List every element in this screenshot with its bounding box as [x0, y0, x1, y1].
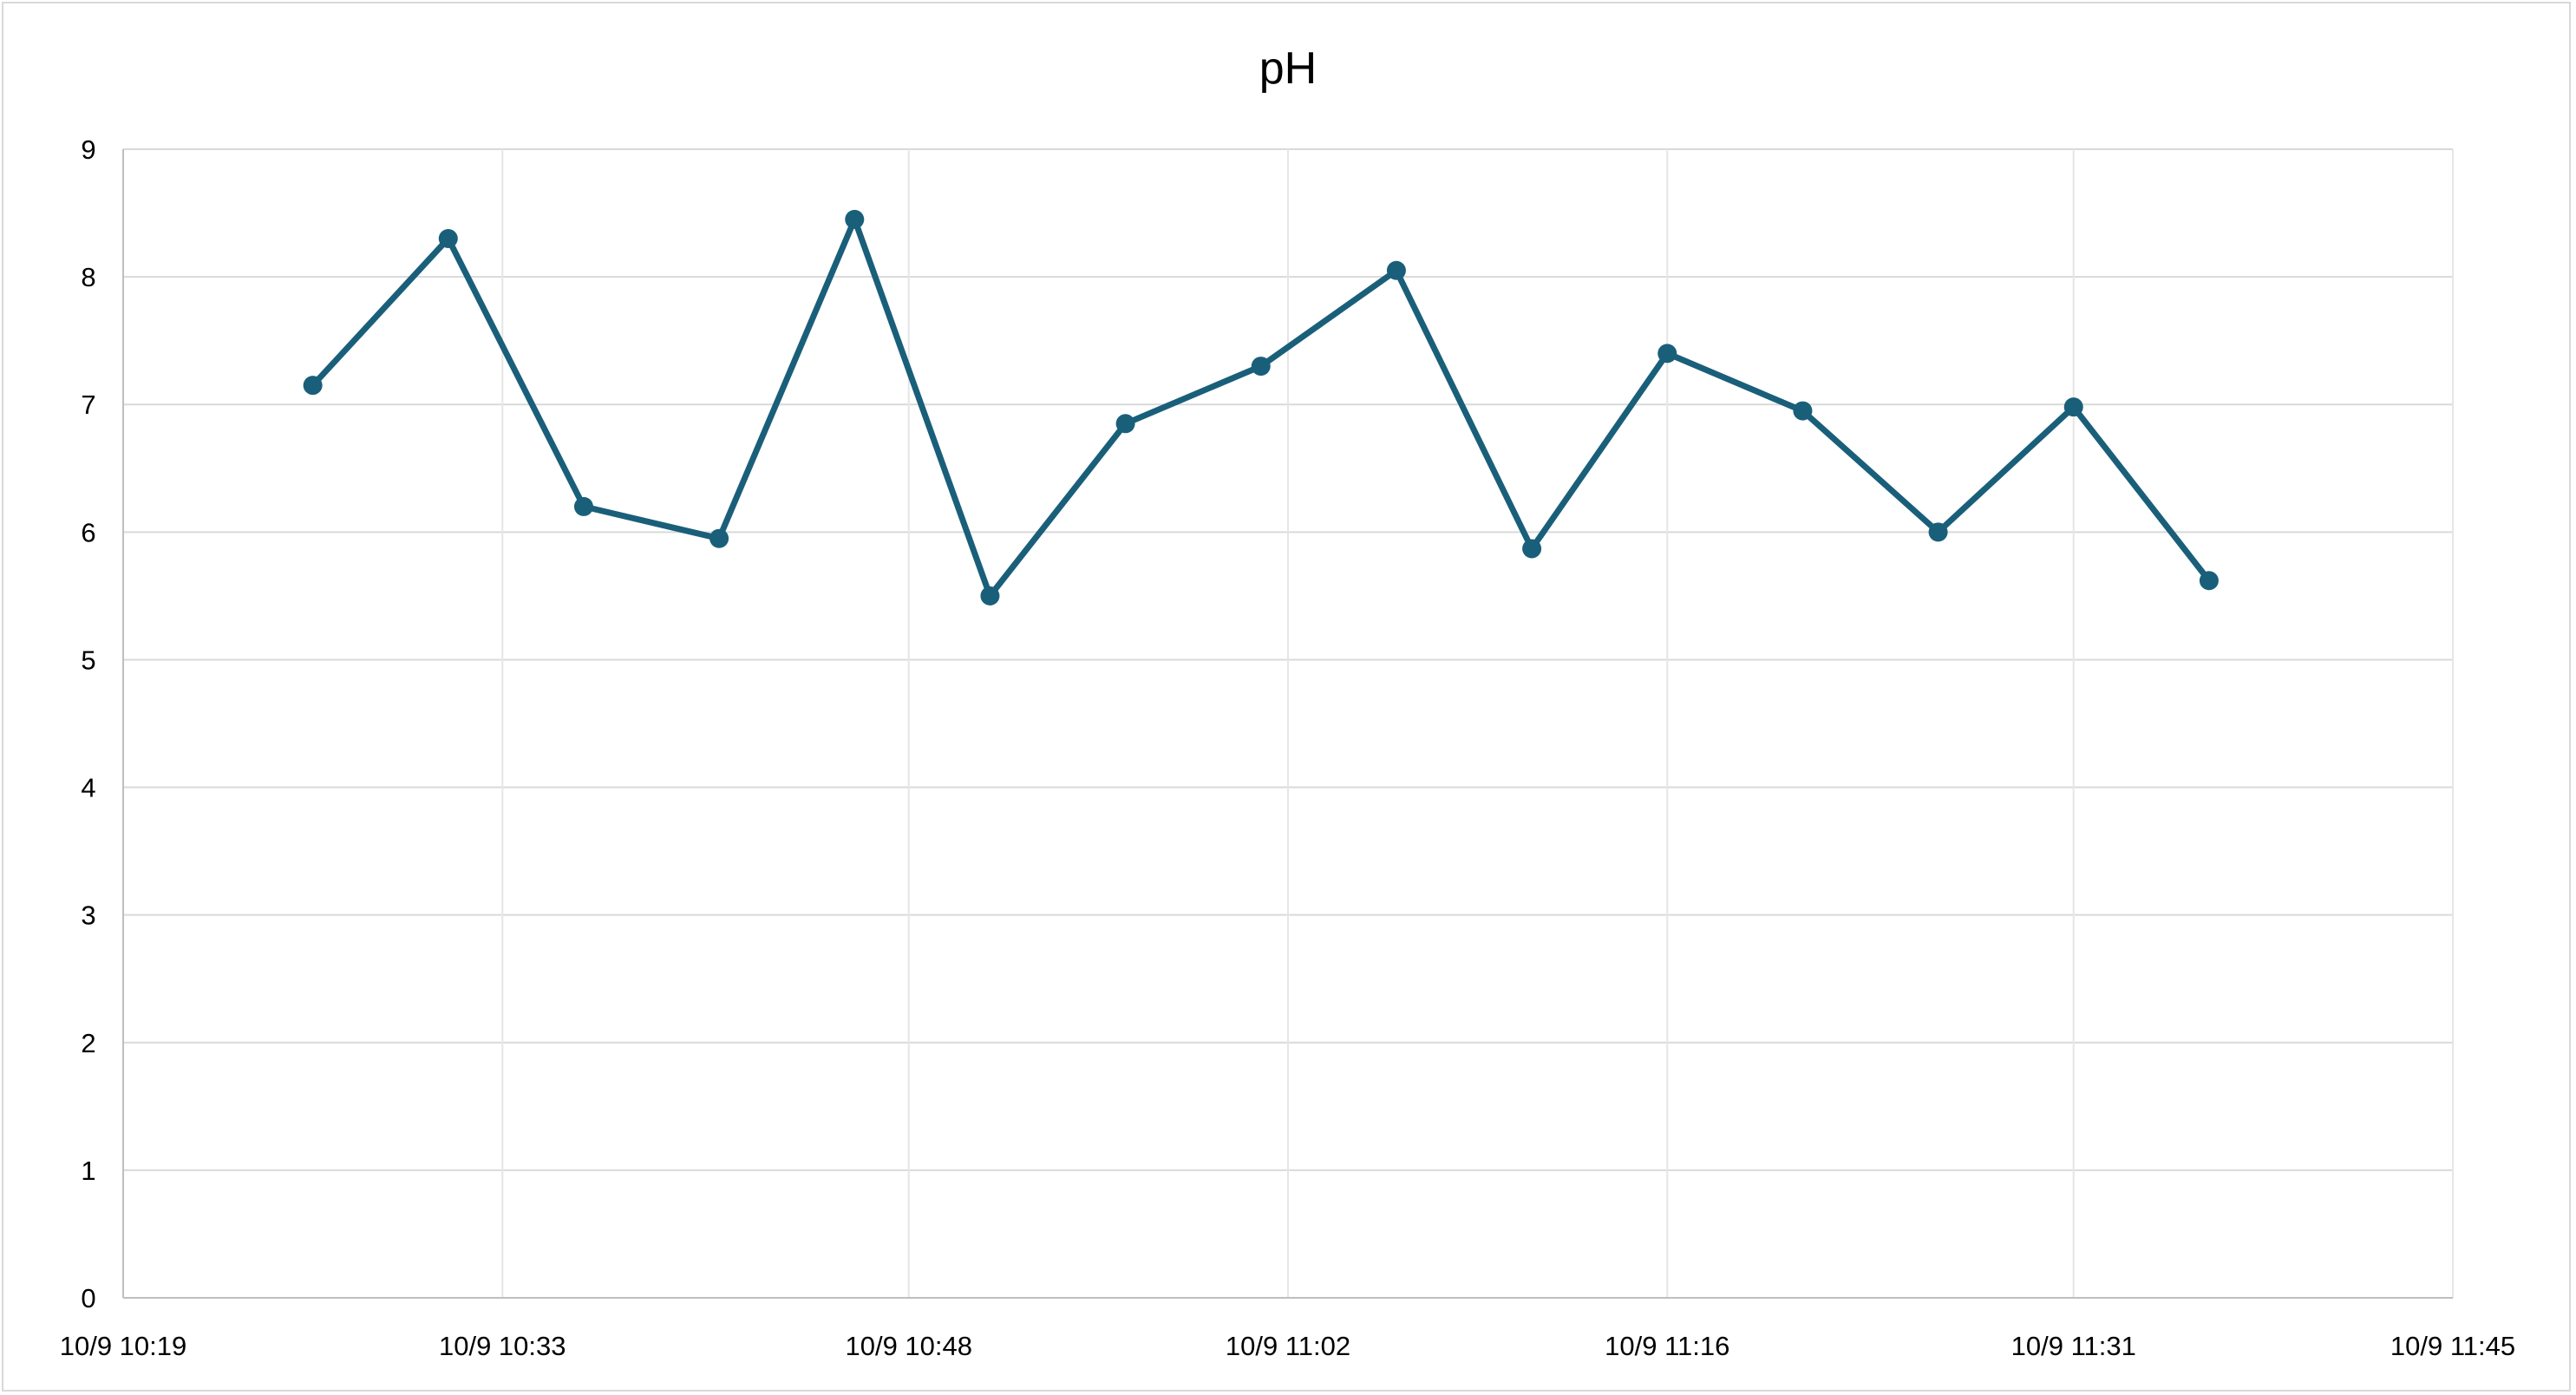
y-tick-label: 3	[81, 901, 95, 931]
y-tick-label: 9	[81, 134, 95, 165]
series-group	[303, 209, 2219, 606]
y-tick-label: 0	[81, 1283, 95, 1313]
data-point	[1928, 522, 1948, 542]
x-tick-label: 10/9 11:45	[2390, 1331, 2515, 1361]
data-point	[1386, 260, 1406, 280]
data-point	[2063, 397, 2083, 417]
axes	[122, 149, 2453, 1299]
data-point	[1115, 414, 1135, 434]
x-tick-label: 10/9 11:31	[2011, 1331, 2136, 1361]
data-point	[438, 228, 458, 248]
gridlines	[123, 148, 2454, 1298]
data-point	[1657, 344, 1677, 363]
tick-labels: 0 1 2 3 4 5 6 7 8 9 10/9 10:19 10/9 10:33 10/9 10:48…	[60, 134, 2515, 1361]
data-point	[1251, 357, 1271, 377]
data-point	[845, 209, 865, 229]
series-line	[310, 216, 2213, 599]
y-tick-label: 2	[81, 1028, 95, 1058]
y-tick-label: 4	[81, 773, 95, 803]
data-point	[980, 586, 1000, 606]
y-tick-label: 8	[81, 262, 95, 292]
data-point	[1522, 539, 1542, 559]
y-tick-label: 1	[81, 1156, 95, 1186]
x-tick-label: 10/9 10:19	[60, 1331, 187, 1361]
data-point	[2199, 571, 2219, 591]
x-tick-label: 10/9 10:48	[845, 1331, 972, 1361]
data-point	[573, 496, 593, 516]
x-tick-label: 10/9 11:16	[1605, 1331, 1729, 1361]
chart-title: pH	[1259, 43, 1317, 94]
y-tick-label: 7	[81, 390, 95, 420]
x-tick-label: 10/9 10:33	[439, 1331, 566, 1361]
data-point	[709, 528, 729, 548]
y-tick-label: 5	[81, 645, 95, 675]
x-tick-label: 10/9 11:02	[1226, 1331, 1350, 1361]
data-point	[1793, 401, 1813, 421]
y-tick-label: 6	[81, 517, 95, 547]
data-point	[303, 376, 323, 396]
